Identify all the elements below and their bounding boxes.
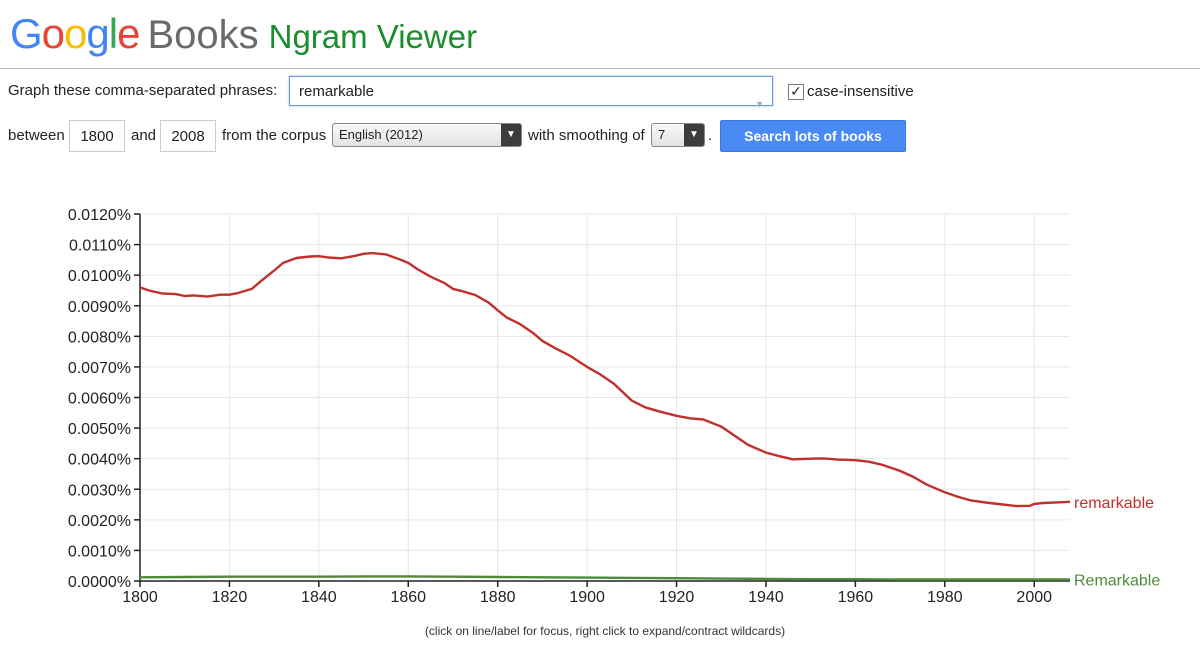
chart-grid	[139, 213, 1070, 582]
corpus-select-value: English (2012)	[339, 127, 423, 142]
corpus-dropdown-icon[interactable]: ▼	[501, 124, 521, 146]
x-tick-label: 1960	[838, 589, 874, 606]
y-tick-label: 0.0090%	[68, 299, 131, 316]
header-divider	[0, 68, 1200, 69]
y-tick-label: 0.0070%	[68, 360, 131, 377]
checkmark-icon: ✓	[790, 83, 802, 99]
x-tick-label: 2000	[1016, 589, 1052, 606]
and-label: and	[131, 127, 157, 144]
ngram-chart[interactable]: 0.0120% 0.0110% 0.0100% 0.0090% 0.0080% 0.007…	[0, 190, 1200, 650]
x-tick-label: 1860	[390, 589, 426, 606]
chart-hint-note: (click on line/label for focus, right cl…	[425, 624, 785, 638]
y-tick-label: 0.0030%	[68, 482, 131, 499]
y-tick-label: 0.0010%	[68, 543, 131, 560]
case-insensitive-checkbox[interactable]: ✓	[788, 84, 804, 100]
start-year-input[interactable]: 1800	[69, 120, 125, 152]
google-books-logo[interactable]: Google Books Ngram Viewer	[10, 10, 477, 60]
phrases-input[interactable]: remarkable ▼	[289, 76, 773, 109]
phrases-dropdown-icon[interactable]: ▼	[755, 99, 764, 109]
y-tick-label: 0.0050%	[68, 421, 131, 438]
x-tick-label: 1840	[301, 589, 337, 606]
series-label-remarkable[interactable]: remarkable	[1074, 495, 1154, 512]
phrases-label: Graph these comma-separated phrases:	[8, 82, 278, 99]
google-logo-letter: l	[108, 10, 118, 57]
x-tick-label: 1880	[480, 589, 516, 606]
ngram-viewer-title: Ngram Viewer	[268, 18, 478, 55]
x-tick-label: 1940	[748, 589, 784, 606]
y-tick-label: 0.0000%	[68, 574, 131, 591]
google-logo-letter: g	[86, 10, 109, 57]
y-tick-label: 0.0110%	[69, 238, 131, 255]
smoothing-label: with smoothing of	[528, 127, 645, 144]
x-tick-label: 1820	[212, 589, 248, 606]
x-tick-label: 1920	[659, 589, 695, 606]
corpus-select[interactable]: English (2012) ▼	[332, 123, 522, 147]
period-text: .	[708, 127, 713, 144]
google-logo-letter: o	[64, 10, 87, 57]
y-tick-label: 0.0040%	[68, 452, 131, 469]
end-year-input[interactable]: 2008	[160, 120, 216, 152]
series-line-Remarkable[interactable]	[139, 575, 1070, 581]
series-line-remarkable[interactable]	[139, 251, 1071, 508]
x-tick-label: 1800	[122, 589, 158, 606]
case-insensitive-label[interactable]: case-insensitive	[807, 83, 914, 100]
google-logo-letter: o	[41, 10, 65, 57]
phrase-row: Graph these comma-separated phrases: rem…	[8, 76, 1198, 110]
y-tick-label: 0.0060%	[68, 391, 131, 408]
y-tick-label: 0.0120%	[68, 207, 131, 224]
books-logo-text: Books	[147, 13, 259, 57]
between-label: between	[8, 127, 65, 144]
google-logo-text: Google	[10, 10, 140, 57]
x-tick-label: 1980	[927, 589, 963, 606]
google-logo-letter: G	[10, 10, 43, 57]
options-row: between 1800 and 2008 from the corpus En…	[8, 118, 1198, 154]
chart-axes: 0.0120% 0.0110% 0.0100% 0.0090% 0.0080% 0.007…	[68, 207, 1070, 606]
x-tick-label: 1900	[569, 589, 605, 606]
y-tick-label: 0.0020%	[68, 513, 131, 530]
y-tick-label: 0.0100%	[68, 268, 131, 285]
google-logo-letter: e	[117, 10, 140, 57]
smoothing-select[interactable]: 7 ▼	[651, 123, 705, 147]
search-button[interactable]: Search lots of books	[720, 120, 906, 152]
smoothing-dropdown-icon[interactable]: ▼	[684, 124, 704, 146]
smoothing-select-value: 7	[658, 127, 666, 142]
phrases-input-value: remarkable	[299, 83, 375, 100]
y-tick-label: 0.0080%	[68, 329, 131, 346]
corpus-label: from the corpus	[222, 127, 327, 144]
chart-series[interactable]: remarkable Remarkable	[139, 251, 1160, 589]
series-label-Remarkable[interactable]: Remarkable	[1074, 572, 1160, 589]
